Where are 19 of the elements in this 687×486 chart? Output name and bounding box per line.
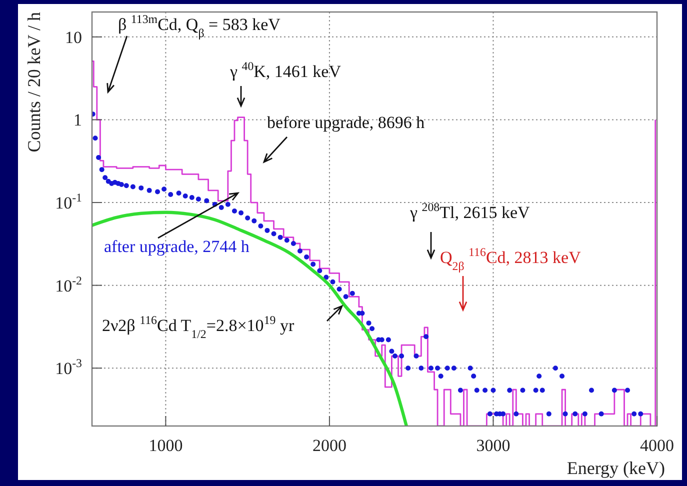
x-tick-label: 4000 — [640, 436, 674, 455]
x-tick-label: 1000 — [148, 436, 183, 455]
annotation: γ $^{208}$Tl, 2615 keV — [409, 200, 531, 222]
y-axis-title: Counts / 20 keV / h — [24, 12, 44, 152]
line-series — [92, 210, 408, 426]
series-label: after upgrade, 2744 h — [104, 237, 250, 256]
x-axis-title: Energy (keV) — [566, 458, 665, 478]
x-tick-label: 2000 — [312, 436, 346, 455]
annotation: β $^{113m}$Cd, Q$_{β}$ = 583 keV — [118, 12, 282, 40]
annotation: γ $^{40}$K, 1461 keV — [229, 59, 342, 81]
annotation: Q$_{2β}$ $^{116}$Cd, 2813 keV — [440, 245, 582, 273]
y-tick-label: 10$^{-1}$ — [55, 190, 82, 213]
text: 2ν2β $^{116}$Cd T$_{1/2}$=2.8×10$^{19}$ yr — [102, 313, 294, 341]
y-tick-label: 10$^{-2}$ — [55, 273, 82, 296]
y-tick-label: 1 — [74, 110, 82, 130]
x-tick-label: 3000 — [476, 436, 510, 455]
y-tick-label: 10 — [65, 28, 82, 47]
series-label: before upgrade, 8696 h — [267, 113, 426, 132]
y-tick-label: 10$^{-3}$ — [55, 356, 82, 378]
